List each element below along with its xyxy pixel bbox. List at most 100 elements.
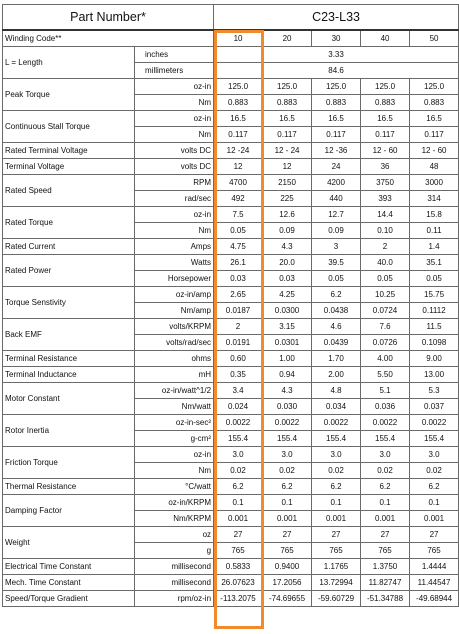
value-cell: 0.10	[360, 222, 411, 239]
value-cell: 3000	[409, 174, 459, 191]
value-cell: 16.5	[213, 110, 264, 127]
parameter-label: Back EMF	[2, 318, 135, 351]
length-unit-mm: millimeters	[133, 62, 215, 79]
spec-row: Rated Speed RPM 4700 2150 4200 3750 3000	[2, 174, 459, 207]
value-cell: 155.4	[360, 430, 411, 447]
value-cell: 0.05	[360, 270, 411, 287]
value-cell: 2	[360, 238, 411, 255]
spec-row: Terminal Inductance mH 0.35 0.94 2.00 5.50 13.…	[2, 366, 459, 383]
winding-code-row: Winding Code** 10 20 30 40 50	[1, 29, 459, 47]
unit-cell: Nm	[133, 222, 215, 239]
spec-row: Peak Torque oz-in 125.0 125.0 125.0 125.0 125.…	[2, 78, 459, 111]
value-cell: 0.11	[409, 222, 459, 239]
length-value-mm: 84.6	[213, 62, 459, 79]
value-cell: 5.50	[360, 366, 411, 383]
value-cell: 0.02	[213, 462, 264, 479]
spec-row: Back EMF volts/KRPM 2 3.15 4.6 7.6 11.5	[2, 318, 459, 351]
value-cell: 13.72994	[311, 574, 362, 591]
spec-row: Torque Senstivity oz-in/amp 2.65 4.25 6.2 10.…	[2, 286, 459, 319]
value-cell: 6.2	[213, 478, 264, 495]
value-cell: 155.4	[262, 430, 313, 447]
value-cell: 155.4	[213, 430, 264, 447]
value-cell: 1.4444	[409, 558, 459, 575]
value-cell: 39.5	[311, 254, 362, 271]
value-cell: 2.00	[311, 366, 362, 383]
value-cell: 4.3	[262, 382, 313, 399]
value-cell: 27	[360, 526, 411, 543]
winding-code-cell: 30	[311, 29, 362, 47]
value-cell: 12.6	[262, 206, 313, 223]
value-cell: 765	[262, 542, 313, 559]
winding-code-cell: 20	[262, 29, 313, 47]
value-cell: 11.5	[409, 318, 459, 335]
value-cell: 765	[311, 542, 362, 559]
value-cell: 3.0	[311, 446, 362, 463]
value-cell: 6.2	[262, 478, 313, 495]
value-cell: 4.25	[262, 286, 313, 303]
value-cell: 16.5	[311, 110, 362, 127]
value-cell: 12.7	[311, 206, 362, 223]
parameter-label: Rated Torque	[2, 206, 135, 239]
value-cell: 0.0022	[311, 414, 362, 431]
value-cell: 27	[213, 526, 264, 543]
value-cell: 0.001	[360, 510, 411, 527]
value-cell: 15.75	[409, 286, 459, 303]
value-cell: 125.0	[360, 78, 411, 95]
winding-code-cell: 40	[360, 29, 411, 47]
value-cell: 0.0301	[262, 334, 313, 351]
value-cell: -113.2075	[213, 590, 264, 607]
value-cell: 16.5	[360, 110, 411, 127]
value-cell: -74.69655	[262, 590, 313, 607]
value-cell: 3750	[360, 174, 411, 191]
value-cell: -49.68944	[409, 590, 459, 607]
parameter-label: Rated Current	[2, 238, 135, 255]
value-cell: 0.0439	[311, 334, 362, 351]
unit-cell: volts DC	[133, 158, 215, 175]
value-cell: 12 - 60	[409, 142, 459, 159]
unit-cell: volts DC	[133, 142, 215, 159]
spec-row: Weight oz 27 27 27 27 27	[2, 526, 459, 559]
value-cell: 1.00	[262, 350, 313, 367]
unit-cell: Nm	[133, 126, 215, 143]
value-cell: 0.0022	[213, 414, 264, 431]
unit-cell: millisecond	[133, 558, 215, 575]
value-cell: 0.03	[213, 270, 264, 287]
value-cell: 765	[409, 542, 459, 559]
value-cell: 0.02	[409, 462, 459, 479]
parameter-label: Terminal Inductance	[2, 366, 135, 383]
value-cell: 2	[213, 318, 264, 335]
parameter-label: Terminal Voltage	[2, 158, 135, 175]
value-cell: -51.34788	[360, 590, 411, 607]
value-cell: 155.4	[409, 430, 459, 447]
unit-cell: °C/watt	[133, 478, 215, 495]
value-cell: 0.1	[213, 494, 264, 511]
spec-row: Rated Power Watts 26.1 20.0 39.5 40.0 35.1	[2, 254, 459, 287]
value-cell: 0.030	[262, 398, 313, 415]
value-cell: 0.0191	[213, 334, 264, 351]
part-number-label: Part Number*	[1, 4, 215, 31]
parameter-label: Speed/Torque Gradient	[2, 590, 135, 607]
value-cell: 0.117	[213, 126, 264, 143]
spec-row: Mech. Time Constant millisecond 26.07623 17…	[2, 574, 459, 591]
parameter-label: Mech. Time Constant	[2, 574, 135, 591]
value-cell: 314	[409, 190, 459, 207]
spec-table: Part Number* C23-L33 Winding Code** 10 2…	[1, 4, 459, 607]
unit-cell: g-cm²	[133, 430, 215, 447]
spec-row: Thermal Resistance °C/watt 6.2 6.2 6.2 6.2 6.2	[2, 478, 459, 495]
value-cell: 4.75	[213, 238, 264, 255]
value-cell: 1.4	[409, 238, 459, 255]
value-cell: 27	[311, 526, 362, 543]
value-cell: 3.0	[360, 446, 411, 463]
parameter-label: Rotor Inertia	[2, 414, 135, 447]
parameter-label: Continuous Stall Torque	[2, 110, 135, 143]
value-cell: 16.5	[409, 110, 459, 127]
value-cell: 3.0	[262, 446, 313, 463]
value-cell: -59.60729	[311, 590, 362, 607]
value-cell: 125.0	[262, 78, 313, 95]
value-cell: 0.60	[213, 350, 264, 367]
value-cell: 393	[360, 190, 411, 207]
value-cell: 0.1	[311, 494, 362, 511]
value-cell: 9.00	[409, 350, 459, 367]
spec-row: Nm/watt 0.024 0.030 0.034 0.036 0.037	[3, 398, 459, 415]
length-value-inches: 3.33	[213, 46, 459, 63]
